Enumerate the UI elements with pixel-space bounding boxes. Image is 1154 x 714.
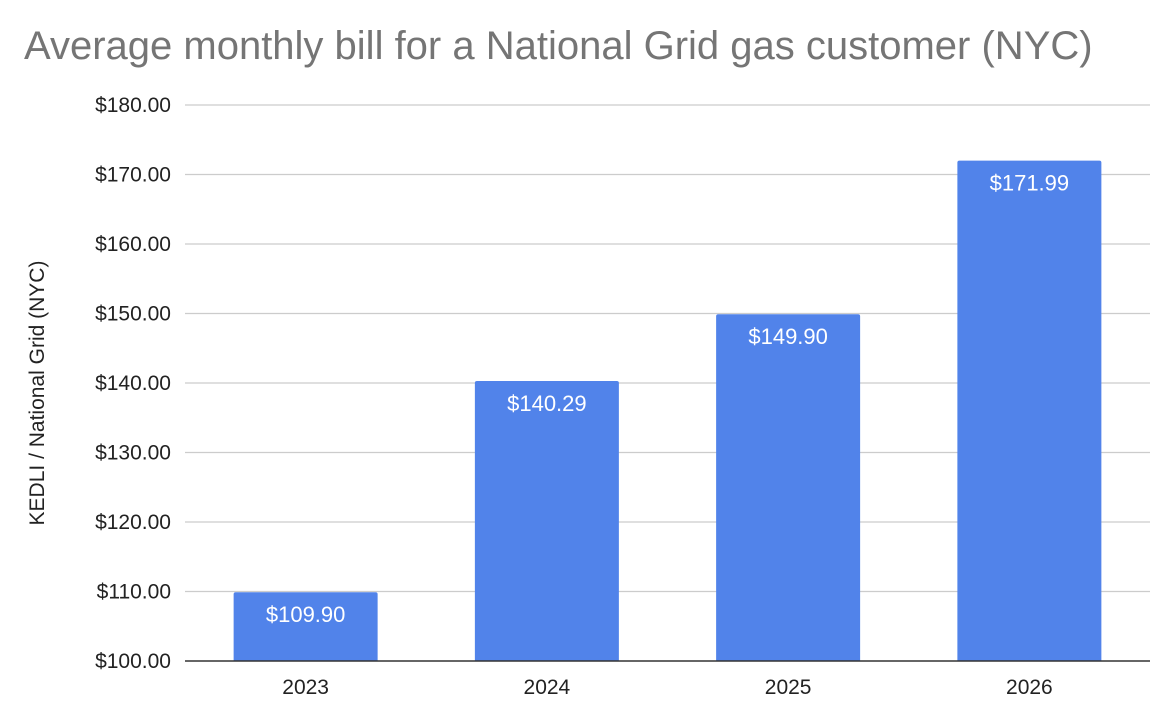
data-labels: $109.90 $140.29 $149.90 $171.99 — [266, 171, 1069, 628]
x-category-label-2025: 2025 — [765, 676, 812, 699]
bar-2024 — [474, 380, 619, 661]
y-tick-label-140: $140.00 — [95, 372, 171, 395]
y-tick-label-180: $180.00 — [95, 94, 171, 117]
data-label-2025: $149.90 — [748, 324, 828, 349]
y-axis-title: KEDLI / National Grid (NYC) — [26, 261, 49, 526]
x-category-label-2026: 2026 — [1006, 676, 1053, 699]
y-tick-label-130: $130.00 — [95, 442, 171, 465]
bar-2026 — [957, 160, 1102, 661]
y-tick-label-150: $150.00 — [95, 303, 171, 326]
chart-title: Average monthly bill for a National Grid… — [24, 24, 1093, 68]
y-tick-label-110: $110.00 — [97, 581, 171, 604]
data-label-2026: $171.99 — [990, 171, 1070, 196]
data-label-2023: $109.90 — [266, 602, 346, 627]
data-label-2024: $140.29 — [507, 391, 587, 416]
bar-2025 — [716, 314, 861, 661]
x-category-label-2023: 2023 — [282, 676, 329, 699]
y-tick-label-120: $120.00 — [95, 511, 171, 534]
bar-2023 — [233, 592, 378, 661]
x-axis-category-labels: 2023 2024 2025 2026 — [282, 676, 1052, 699]
y-tick-label-160: $160.00 — [95, 233, 171, 256]
y-tick-label-170: $170.00 — [95, 164, 171, 187]
x-category-label-2024: 2024 — [524, 676, 571, 699]
y-axis-tick-labels: $100.00 $110.00 $120.00 $130.00 $140.00 $150.… — [95, 94, 171, 673]
y-tick-label-100: $100.00 — [95, 650, 171, 673]
bars — [233, 160, 1102, 661]
